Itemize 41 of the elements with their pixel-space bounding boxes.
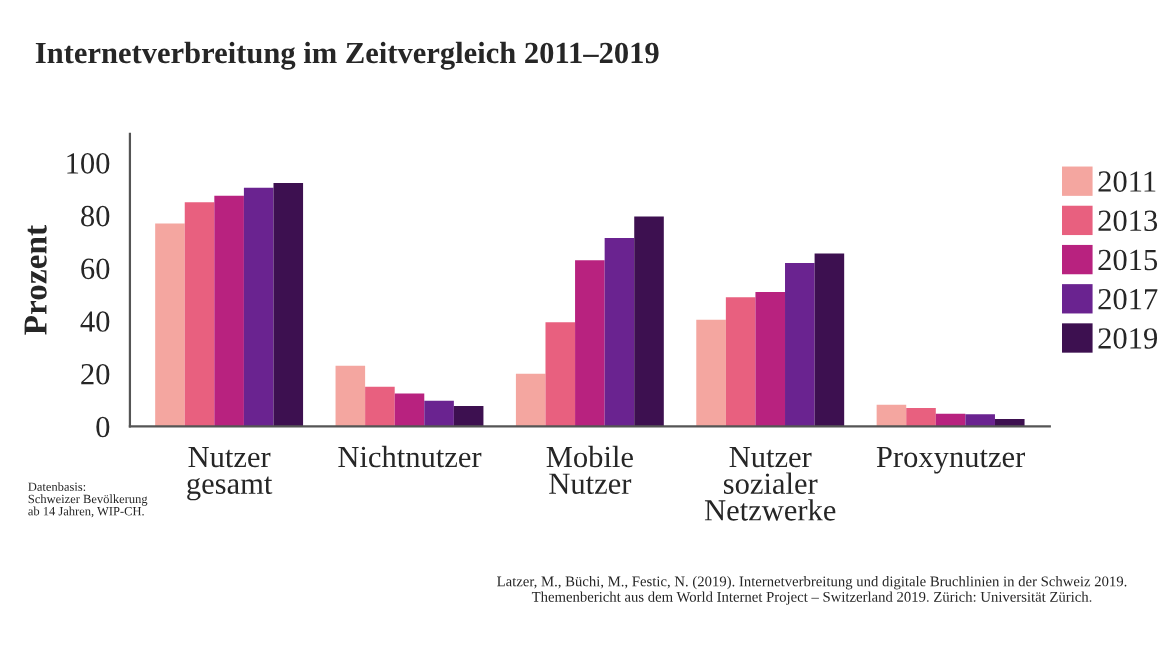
- bar: [273, 183, 304, 427]
- bar: [184, 202, 215, 427]
- bar: [755, 291, 786, 427]
- bar: [575, 260, 605, 427]
- bar: [394, 393, 425, 427]
- bar: [906, 407, 936, 427]
- bar: [814, 253, 845, 427]
- bar: [365, 386, 395, 427]
- y-tick-label: 40: [80, 311, 110, 332]
- y-tick-label: 20: [81, 363, 110, 385]
- bar: [155, 223, 185, 427]
- y-axis-title: Prozent: [24, 225, 47, 335]
- legend-label: 2013: [1098, 210, 1158, 232]
- legend-label: 2011: [1098, 171, 1156, 192]
- bar: [604, 237, 635, 427]
- legend-label: 2019: [1098, 328, 1158, 349]
- x-tick-label: Proxynutzer: [876, 446, 1025, 474]
- x-tick-label: Nutzer gesamt: [187, 447, 273, 501]
- x-tick-label: Nutzer sozialer Netzwerke: [704, 447, 836, 521]
- legend-label: 2015: [1098, 249, 1158, 271]
- chart-title: Internetverbreitung im Zeitvergleich 2011–2019: [35, 41, 659, 70]
- bar: [545, 322, 576, 427]
- bar: [335, 365, 366, 427]
- y-tick-label: 80: [81, 205, 110, 227]
- bar: [725, 297, 756, 427]
- y-tick-label: 100: [67, 153, 110, 174]
- bar: [965, 414, 995, 427]
- bar: [214, 195, 244, 427]
- legend-label: 2017: [1098, 288, 1158, 310]
- y-tick-label: 0: [96, 416, 110, 438]
- bar: [876, 404, 907, 427]
- bar: [696, 319, 726, 427]
- bar: [634, 216, 664, 427]
- bar: [424, 400, 454, 427]
- x-tick-label: Mobile Nutzer: [546, 445, 633, 494]
- bar: [785, 262, 815, 427]
- bar: [453, 406, 484, 427]
- bar: [243, 187, 274, 427]
- bar: [515, 373, 546, 427]
- y-tick-label: 60: [81, 258, 110, 280]
- x-tick-label: Nichtnutzer: [338, 445, 482, 468]
